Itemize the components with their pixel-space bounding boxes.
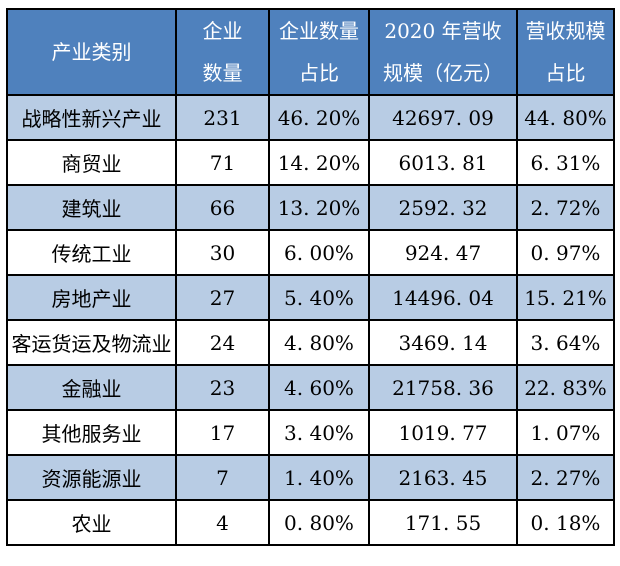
cell-revenue-percent: 6. 31% <box>516 139 615 186</box>
cell-revenue-percent: 15. 21% <box>516 274 615 321</box>
cell-count-percent: 6. 00% <box>268 229 370 276</box>
col-header-revenue-percent: 营收规模 占比 <box>516 8 615 96</box>
cell-count-percent: 46. 20% <box>268 94 370 141</box>
table-row: 金融业 23 4. 60% 21758. 36 22. 83% <box>6 364 615 411</box>
table-row: 资源能源业 7 1. 40% 2163. 45 2. 27% <box>6 454 615 501</box>
cell-count-percent: 4. 60% <box>268 364 370 411</box>
cell-count-percent: 1. 40% <box>268 454 370 501</box>
cell-count: 66 <box>175 184 270 231</box>
cell-revenue-percent: 3. 64% <box>516 319 615 366</box>
header-line: 数量 <box>202 61 243 85</box>
cell-revenue: 171. 55 <box>368 499 518 546</box>
cell-revenue-percent: 2. 27% <box>516 454 615 501</box>
cell-revenue-percent: 44. 80% <box>516 94 615 141</box>
cell-category: 建筑业 <box>6 184 177 231</box>
header-line: 企业数量 <box>279 19 359 43</box>
cell-count: 24 <box>175 319 270 366</box>
industry-table: 产业类别 企业 数量 企业数量 占比 2020 年营收 <box>6 8 615 546</box>
cell-category: 资源能源业 <box>6 454 177 501</box>
cell-count: 7 <box>175 454 270 501</box>
cell-revenue: 2592. 32 <box>368 184 518 231</box>
cell-revenue-percent: 0. 18% <box>516 499 615 546</box>
table-row: 传统工业 30 6. 00% 924. 47 0. 97% <box>6 229 615 276</box>
header-line: 占比 <box>545 61 586 85</box>
cell-revenue: 42697. 09 <box>368 94 518 141</box>
cell-count-percent: 14. 20% <box>268 139 370 186</box>
cell-revenue: 6013. 81 <box>368 139 518 186</box>
cell-revenue: 924. 47 <box>368 229 518 276</box>
header-line: 产业类别 <box>51 40 132 64</box>
cell-count-percent: 4. 80% <box>268 319 370 366</box>
cell-count: 27 <box>175 274 270 321</box>
table-row: 房地产业 27 5. 40% 14496. 04 15. 21% <box>6 274 615 321</box>
col-header-count-percent: 企业数量 占比 <box>268 8 370 96</box>
col-header-enterprise-count: 企业 数量 <box>175 8 270 96</box>
cell-revenue: 14496. 04 <box>368 274 518 321</box>
cell-category: 客运货运及物流业 <box>6 319 177 366</box>
cell-count: 23 <box>175 364 270 411</box>
table-row: 战略性新兴产业 231 46. 20% 42697. 09 44. 80% <box>6 94 615 141</box>
cell-category: 其他服务业 <box>6 409 177 456</box>
cell-count: 231 <box>175 94 270 141</box>
cell-category: 金融业 <box>6 364 177 411</box>
header-line: 规模（亿元） <box>383 61 503 85</box>
cell-count: 4 <box>175 499 270 546</box>
cell-category: 战略性新兴产业 <box>6 94 177 141</box>
cell-count-percent: 13. 20% <box>268 184 370 231</box>
cell-count: 30 <box>175 229 270 276</box>
cell-revenue: 21758. 36 <box>368 364 518 411</box>
table-row: 客运货运及物流业 24 4. 80% 3469. 14 3. 64% <box>6 319 615 366</box>
table-row: 商贸业 71 14. 20% 6013. 81 6. 31% <box>6 139 615 186</box>
col-header-revenue-2020: 2020 年营收 规模（亿元） <box>368 8 518 96</box>
cell-count-percent: 5. 40% <box>268 274 370 321</box>
table-row: 建筑业 66 13. 20% 2592. 32 2. 72% <box>6 184 615 231</box>
header-line: 营收规模 <box>525 19 606 43</box>
cell-category: 传统工业 <box>6 229 177 276</box>
cell-count: 71 <box>175 139 270 186</box>
cell-revenue-percent: 0. 97% <box>516 229 615 276</box>
cell-count-percent: 0. 80% <box>268 499 370 546</box>
cell-revenue: 2163. 45 <box>368 454 518 501</box>
cell-category: 农业 <box>6 499 177 546</box>
cell-revenue-percent: 1. 07% <box>516 409 615 456</box>
cell-revenue-percent: 2. 72% <box>516 184 615 231</box>
cell-count-percent: 3. 40% <box>268 409 370 456</box>
col-header-category: 产业类别 <box>6 8 177 96</box>
table-row: 农业 4 0. 80% 171. 55 0. 18% <box>6 499 615 546</box>
cell-count: 17 <box>175 409 270 456</box>
header-line: 占比 <box>299 61 339 85</box>
cell-category: 商贸业 <box>6 139 177 186</box>
header-line: 企业 <box>202 19 243 43</box>
cell-category: 房地产业 <box>6 274 177 321</box>
cell-revenue-percent: 22. 83% <box>516 364 615 411</box>
cell-revenue: 3469. 14 <box>368 319 518 366</box>
table-row: 其他服务业 17 3. 40% 1019. 77 1. 07% <box>6 409 615 456</box>
header-line: 2020 年营收 <box>384 19 502 43</box>
header-row: 产业类别 企业 数量 企业数量 占比 2020 年营收 <box>6 8 615 96</box>
cell-revenue: 1019. 77 <box>368 409 518 456</box>
